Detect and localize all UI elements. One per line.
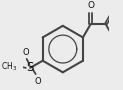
Text: O: O	[23, 48, 29, 57]
Text: O: O	[87, 1, 94, 10]
Text: O: O	[34, 77, 41, 86]
Text: S: S	[27, 61, 34, 74]
Text: CH$_3$: CH$_3$	[1, 61, 17, 73]
